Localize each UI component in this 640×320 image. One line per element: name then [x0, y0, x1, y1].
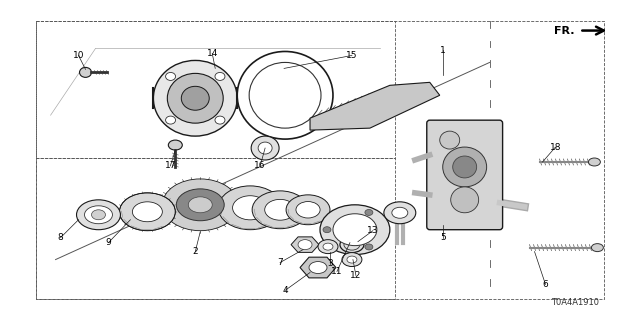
Ellipse shape	[591, 244, 604, 252]
Ellipse shape	[440, 131, 460, 149]
Ellipse shape	[166, 72, 175, 80]
Ellipse shape	[215, 116, 225, 124]
Ellipse shape	[181, 86, 209, 110]
Ellipse shape	[443, 147, 486, 187]
Ellipse shape	[451, 187, 479, 213]
Ellipse shape	[251, 136, 279, 160]
Ellipse shape	[79, 68, 92, 77]
Ellipse shape	[252, 191, 308, 229]
Text: 10: 10	[73, 51, 84, 60]
Ellipse shape	[265, 199, 296, 220]
Polygon shape	[310, 82, 440, 130]
Ellipse shape	[318, 240, 338, 253]
Text: 3: 3	[327, 259, 333, 268]
Ellipse shape	[365, 244, 373, 250]
Polygon shape	[291, 237, 319, 252]
Ellipse shape	[176, 189, 224, 221]
Text: 16: 16	[254, 162, 266, 171]
Ellipse shape	[84, 206, 113, 224]
Ellipse shape	[77, 200, 120, 230]
Ellipse shape	[588, 158, 600, 166]
Ellipse shape	[365, 210, 373, 215]
Text: 12: 12	[350, 271, 362, 280]
Ellipse shape	[286, 195, 330, 225]
Text: 9: 9	[106, 238, 111, 247]
Text: 11: 11	[332, 267, 342, 276]
Ellipse shape	[163, 179, 238, 231]
Text: 5: 5	[440, 233, 445, 242]
Ellipse shape	[342, 252, 362, 267]
Ellipse shape	[215, 72, 225, 80]
Ellipse shape	[384, 202, 416, 224]
Ellipse shape	[120, 193, 175, 231]
Ellipse shape	[168, 140, 182, 150]
Ellipse shape	[218, 186, 282, 230]
Text: 17: 17	[164, 162, 176, 171]
Text: 2: 2	[193, 247, 198, 256]
Ellipse shape	[132, 202, 163, 222]
Text: 7: 7	[277, 258, 283, 267]
Ellipse shape	[298, 240, 312, 250]
Text: 1: 1	[440, 46, 445, 55]
Ellipse shape	[167, 73, 223, 123]
Text: 13: 13	[367, 226, 379, 235]
Ellipse shape	[154, 60, 237, 136]
Ellipse shape	[188, 197, 212, 213]
Text: FR.: FR.	[554, 26, 575, 36]
Ellipse shape	[232, 196, 268, 220]
Polygon shape	[300, 257, 336, 278]
Text: 8: 8	[58, 233, 63, 242]
Text: 14: 14	[207, 49, 218, 58]
Ellipse shape	[309, 261, 327, 274]
FancyBboxPatch shape	[427, 120, 502, 230]
Ellipse shape	[323, 227, 331, 233]
Ellipse shape	[323, 243, 333, 250]
Ellipse shape	[452, 156, 477, 178]
Text: 15: 15	[346, 51, 358, 60]
Text: T0A4A1910: T0A4A1910	[552, 298, 600, 307]
Ellipse shape	[92, 210, 106, 220]
Ellipse shape	[296, 202, 320, 218]
Text: 18: 18	[550, 142, 561, 152]
Ellipse shape	[166, 116, 175, 124]
Ellipse shape	[258, 142, 272, 154]
Ellipse shape	[320, 205, 390, 255]
Ellipse shape	[347, 256, 357, 263]
Text: 4: 4	[282, 286, 288, 295]
Ellipse shape	[392, 207, 408, 218]
Text: 6: 6	[543, 280, 548, 289]
Ellipse shape	[333, 214, 377, 246]
